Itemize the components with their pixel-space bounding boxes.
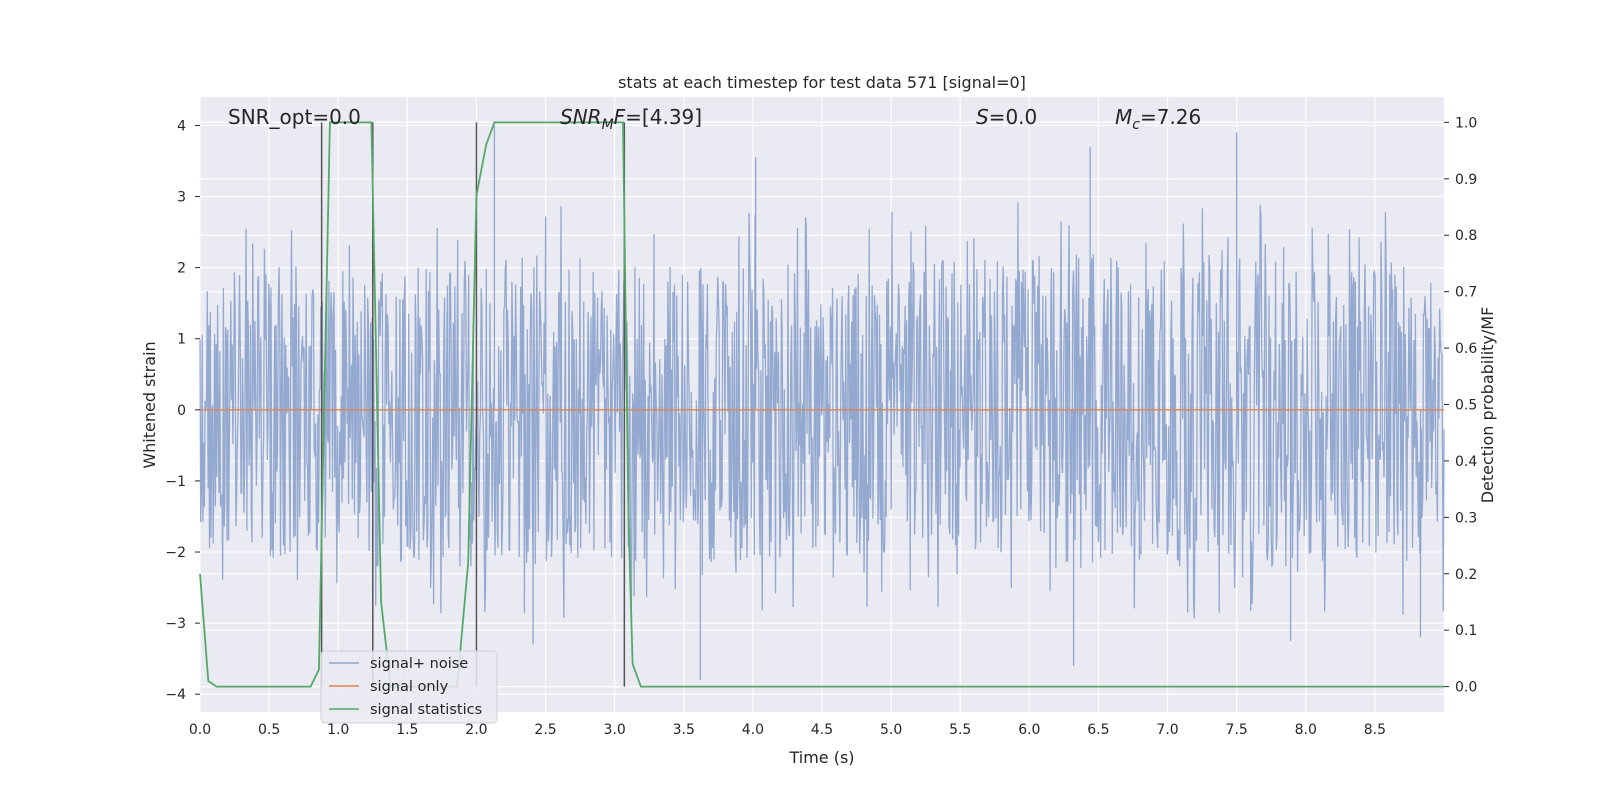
- y2-tick-label: 0.4: [1455, 454, 1477, 470]
- s-symbol: S: [976, 105, 989, 129]
- x-tick-label: 6.0: [1018, 722, 1040, 738]
- x-tick-label: 0.5: [258, 722, 280, 738]
- y2-tick-label: 0.9: [1455, 172, 1477, 188]
- y2-tick-label: 0.5: [1455, 398, 1477, 414]
- x-tick-label: 7.0: [1156, 722, 1178, 738]
- chart-title: stats at each timestep for test data 571…: [618, 73, 1026, 92]
- x-tick-label: 8.0: [1295, 722, 1317, 738]
- y-axis-label: Whitened strain: [140, 341, 159, 468]
- legend-box: [320, 650, 498, 724]
- s-value: =0.0: [989, 105, 1038, 129]
- x-tick-label: 4.0: [742, 722, 764, 738]
- x-tick-label: 2.0: [465, 722, 487, 738]
- snr-opt-annotation: SNR_opt=0.0: [228, 105, 361, 129]
- y-tick-label: −2: [165, 545, 186, 561]
- y2-axis-label: Detection probability/MF: [1478, 307, 1497, 504]
- signal-plus-noise-series: [199, 125, 1445, 681]
- y2-tick-label: 0.1: [1455, 623, 1477, 639]
- x-tick-label: 3.5: [673, 722, 695, 738]
- y2-tick-label: 0.7: [1455, 285, 1477, 301]
- x-tick-label: 1.5: [396, 722, 418, 738]
- x-tick-label: 6.5: [1087, 722, 1109, 738]
- x-axis-label: Time (s): [788, 748, 854, 767]
- snr-mf-value: =[4.39]: [625, 105, 702, 129]
- mc-value: =7.26: [1140, 105, 1201, 129]
- y-tick-label: −1: [165, 474, 186, 490]
- mc-subscript: c: [1132, 117, 1140, 133]
- y2-tick-label: 0.3: [1455, 510, 1477, 526]
- x-tick-label: 3.0: [604, 722, 626, 738]
- y-tick-label: 2: [177, 261, 186, 277]
- x-tick-label: 2.5: [534, 722, 556, 738]
- x-tick-label: 5.0: [880, 722, 902, 738]
- snr-mf-subscript: M: [602, 117, 614, 133]
- mc-symbol: M: [1115, 105, 1132, 129]
- y-tick-label: −3: [165, 616, 186, 632]
- y-tick-label: 3: [177, 190, 186, 206]
- snr-mf-annotation: SNRMF=[4.39]: [560, 105, 702, 133]
- x-tick-label: 8.5: [1364, 722, 1386, 738]
- legend-label-signal-noise: signal+ noise: [370, 656, 468, 672]
- y2-tick-label: 0.8: [1455, 228, 1477, 244]
- x-tick-label: 4.5: [811, 722, 833, 738]
- x-tick-label: 7.5: [1226, 722, 1248, 738]
- mc-annotation: Mc=7.26: [1115, 105, 1201, 133]
- y2-axis-ticks: 0.0 0.1 0.2 0.3 0.4 0.5 0.6 0.7 0.8 0.9 1.0: [1444, 115, 1477, 696]
- y2-tick-label: 1.0: [1455, 115, 1477, 131]
- y-tick-label: 1: [177, 332, 186, 348]
- s-annotation: S=0.0: [976, 105, 1037, 129]
- y2-tick-label: 0.0: [1455, 680, 1477, 696]
- legend: signal+ noise signal only signal statist…: [320, 650, 498, 724]
- y-tick-label: 0: [177, 403, 186, 419]
- snr-mf-suffix: F: [614, 105, 626, 129]
- y-axis-ticks: −4 −3 −2 −1 0 1 2 3 4: [165, 118, 200, 703]
- legend-label-signal-statistics: signal statistics: [370, 702, 482, 718]
- y-tick-label: 4: [177, 118, 186, 134]
- x-tick-label: 5.5: [949, 722, 971, 738]
- y2-tick-label: 0.2: [1455, 567, 1477, 583]
- x-tick-label: 0.0: [189, 722, 211, 738]
- snr-mf-symbol: SNR: [560, 105, 602, 129]
- legend-label-signal-only: signal only: [370, 679, 449, 695]
- annotations: SNR_opt=0.0 SNRMF=[4.39] S=0.0 Mc=7.26: [228, 105, 1201, 133]
- x-axis-ticks: 0.0 0.5 1.0 1.5 2.0 2.5 3.0 3.5 4.0 4.5 5.0 5.5 6.0 6…: [189, 722, 1386, 738]
- y2-tick-label: 0.6: [1455, 341, 1477, 357]
- y-tick-label: −4: [165, 687, 186, 703]
- x-tick-label: 1.0: [327, 722, 349, 738]
